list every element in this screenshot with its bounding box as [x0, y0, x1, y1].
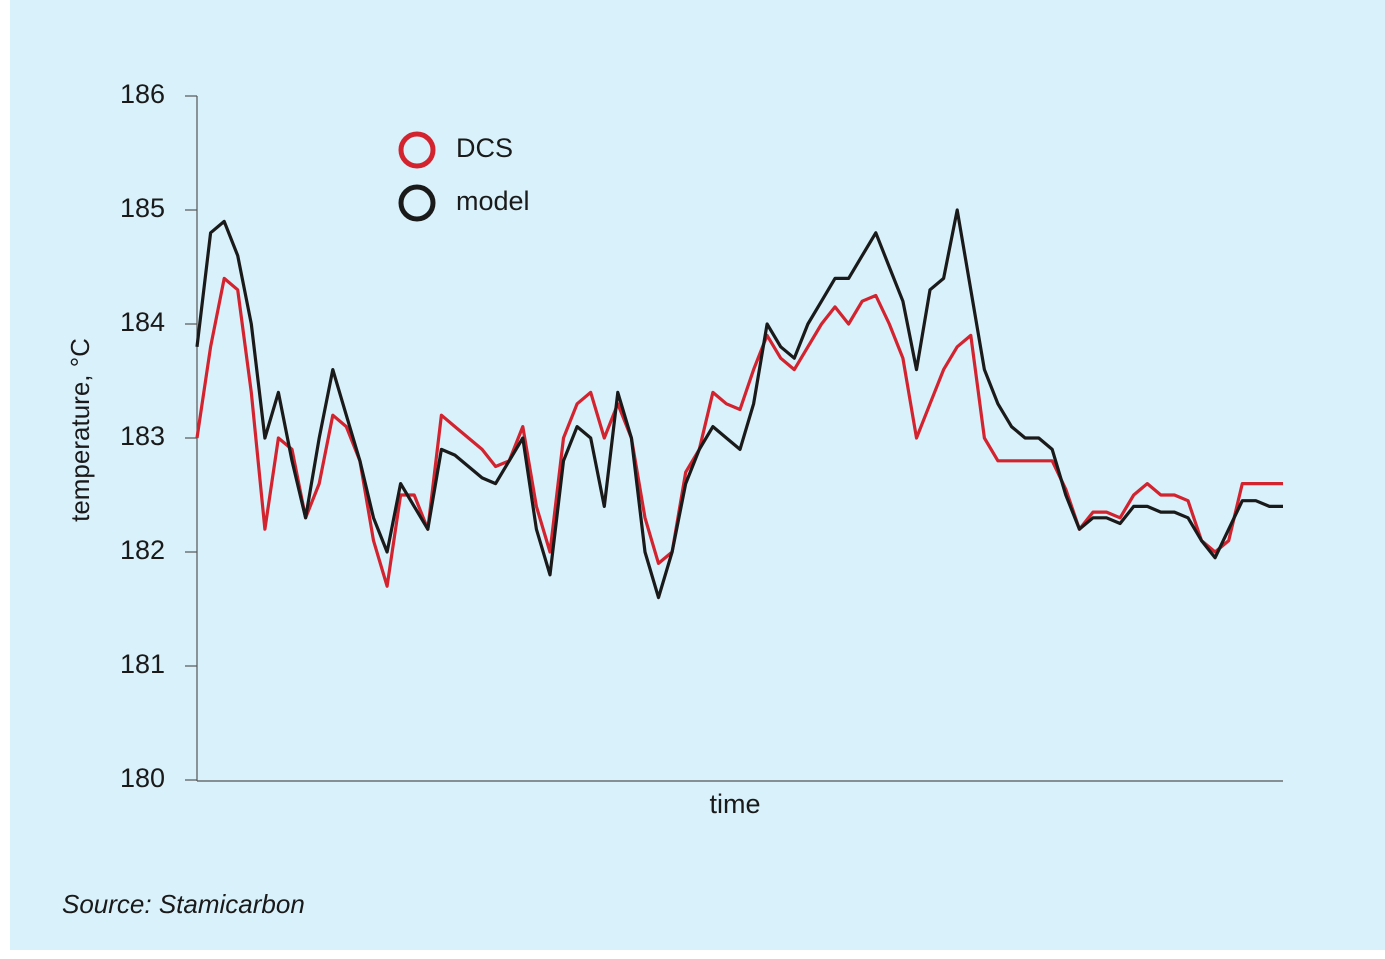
y-tick-label: 185: [120, 193, 165, 223]
series-line: [195, 276, 1283, 588]
y-tick-label: 180: [120, 763, 165, 793]
y-tick-label: 181: [120, 649, 165, 679]
legend-label: model: [456, 186, 530, 216]
y-tick-label: 183: [120, 421, 165, 451]
y-tick-label: 184: [120, 307, 165, 337]
source-note: Source: Stamicarbon: [62, 889, 305, 919]
legend-label: DCS: [456, 133, 513, 163]
y-tick-label: 182: [120, 535, 165, 565]
series-line: [195, 208, 1283, 600]
y-tick-label: 186: [120, 79, 165, 109]
panel-background: [10, 0, 1385, 950]
y-axis-label: temperature, °C: [65, 338, 95, 522]
legend-marker: [398, 131, 436, 169]
legend-marker: [398, 184, 436, 222]
x-axis-label: time: [709, 789, 760, 819]
